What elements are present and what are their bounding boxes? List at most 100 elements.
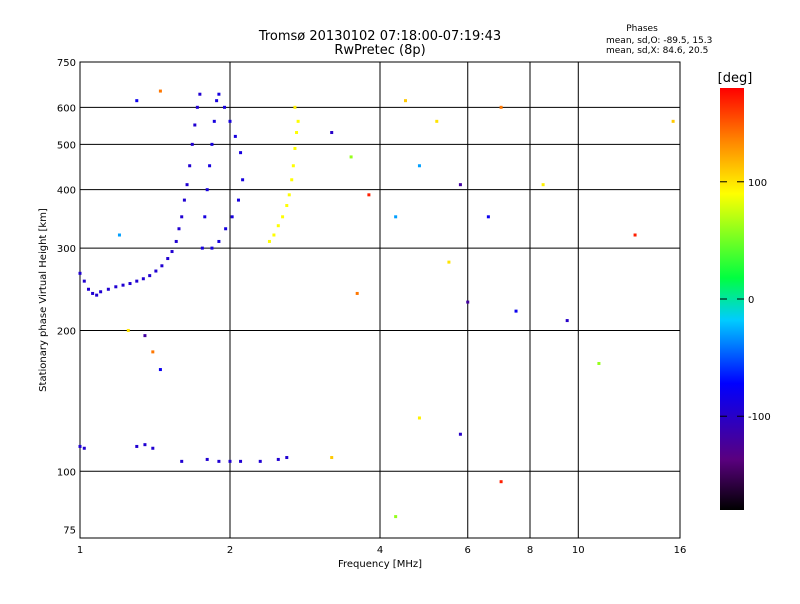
data-point [403, 99, 407, 103]
data-point [190, 142, 194, 146]
data-point [205, 457, 209, 461]
data-point [514, 309, 518, 313]
data-point [195, 105, 199, 109]
chart-title: Tromsø 20130102 07:18:00-07:19:43 [258, 29, 501, 44]
data-point [217, 239, 221, 243]
data-point [95, 293, 99, 297]
data-point [224, 227, 228, 231]
data-point [417, 416, 421, 420]
data-point [182, 198, 186, 202]
data-point [633, 233, 637, 237]
data-point [258, 459, 262, 463]
data-point [154, 269, 158, 273]
data-point [267, 239, 271, 243]
data-point [143, 334, 147, 338]
data-point [148, 274, 152, 278]
data-point [241, 178, 245, 182]
data-point [121, 283, 125, 287]
data-point [200, 246, 204, 250]
stats-o-mode: mean, sd,O: -89.5, 15.3 [606, 36, 712, 46]
data-point [135, 99, 139, 103]
data-point [128, 282, 132, 286]
data-point [486, 215, 490, 219]
data-point [367, 193, 371, 197]
data-point [458, 183, 462, 187]
data-point [208, 164, 212, 168]
data-point [291, 164, 295, 168]
data-point [135, 279, 139, 283]
x-tick-label: 10 [572, 545, 585, 556]
y-axis-label: Stationary phase Virtual Height [km] [38, 208, 49, 392]
y-tick-label: 750 [57, 58, 76, 69]
x-tick-label: 4 [377, 545, 383, 556]
data-point [272, 233, 276, 237]
colorbar-tick-label: -100 [748, 412, 771, 423]
data-point [458, 432, 462, 436]
data-point [91, 291, 95, 295]
plot-area: 1 2 4 6 8 10 16 75 100 200 300 400 500 600 750 [57, 58, 686, 556]
data-points [78, 89, 675, 519]
data-point [160, 264, 164, 268]
data-point [217, 92, 221, 96]
data-point [276, 224, 280, 228]
data-point [276, 457, 280, 461]
data-point [217, 459, 221, 463]
y-tick-label: 300 [57, 244, 76, 255]
x-tick-label: 2 [227, 545, 233, 556]
x-axis-label: Frequency [MHz] [338, 559, 422, 570]
data-point [296, 119, 300, 123]
data-point [180, 215, 184, 219]
data-point [466, 300, 470, 304]
data-point [180, 459, 184, 463]
data-point [212, 119, 216, 123]
data-point [193, 123, 197, 127]
y-tick-label: 400 [57, 186, 76, 197]
data-point [233, 134, 237, 138]
data-point [597, 361, 601, 365]
data-point [170, 250, 174, 254]
data-point [394, 515, 398, 519]
data-point [151, 350, 155, 354]
data-point [126, 328, 130, 332]
data-point [198, 92, 202, 96]
data-point [158, 89, 162, 93]
data-point [106, 287, 110, 291]
data-point [355, 291, 359, 295]
data-point [78, 271, 82, 275]
data-point [210, 246, 214, 250]
x-tick-label: 1 [77, 545, 83, 556]
data-point [228, 119, 232, 123]
x-tick-label: 6 [465, 545, 471, 556]
data-point [394, 215, 398, 219]
data-point [188, 164, 192, 168]
y-tick-label: 500 [57, 140, 76, 151]
x-tick-label: 8 [527, 545, 533, 556]
data-point [435, 119, 439, 123]
data-point [541, 183, 545, 187]
data-point [151, 446, 155, 450]
data-point [239, 151, 243, 155]
data-point [236, 198, 240, 202]
data-point [671, 119, 675, 123]
data-point [114, 285, 118, 289]
data-point [293, 105, 297, 109]
data-point [239, 459, 243, 463]
data-point [330, 456, 334, 460]
data-point [285, 456, 289, 460]
data-point [135, 444, 139, 448]
y-tick-label: 75 [63, 526, 76, 537]
data-point [143, 443, 147, 447]
data-point [82, 446, 86, 450]
data-point [174, 239, 178, 243]
data-point [447, 260, 451, 264]
data-point [281, 215, 285, 219]
data-point [330, 131, 334, 135]
data-point [141, 277, 145, 281]
data-point [215, 99, 219, 103]
data-point [99, 290, 103, 294]
data-point [285, 204, 289, 208]
data-point [499, 480, 503, 484]
data-point [78, 444, 82, 448]
